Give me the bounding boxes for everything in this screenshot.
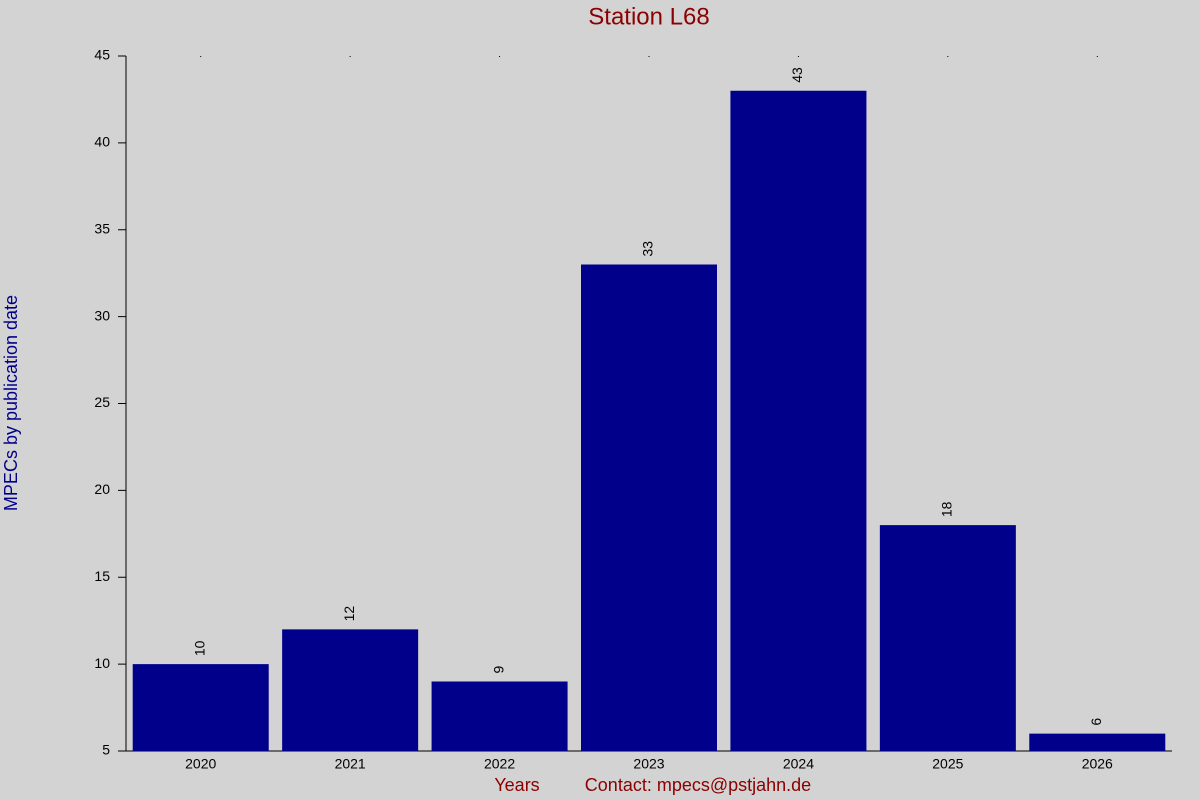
x-tick-label: 2025: [932, 756, 963, 772]
y-tick-label: 5: [102, 742, 110, 758]
x-axis-label: Years: [494, 775, 539, 795]
y-tick-label: 10: [94, 655, 110, 671]
x-tick-label: 2023: [633, 756, 664, 772]
y-tick-label: 20: [94, 481, 110, 497]
y-tick-label: 40: [94, 134, 110, 150]
bar: [431, 681, 568, 751]
chart-title: Station L68: [588, 3, 709, 30]
x-tick-label: 2020: [185, 756, 216, 772]
bar: [282, 629, 419, 751]
value-label: 6: [1088, 718, 1104, 726]
x-tick-label: 2021: [335, 756, 366, 772]
bar: [730, 90, 867, 751]
value-label: 12: [341, 606, 357, 622]
value-label: 43: [789, 67, 805, 83]
y-tick-label: 45: [94, 47, 110, 63]
y-tick-label: 35: [94, 220, 110, 236]
y-tick-label: 30: [94, 307, 110, 323]
bar: [132, 664, 269, 751]
value-label: 33: [640, 241, 656, 257]
x-tick-label: 2024: [783, 756, 814, 772]
value-label: 18: [939, 501, 955, 517]
value-label: 10: [191, 640, 207, 656]
bar: [879, 525, 1016, 751]
y-axis-label: MPECs by publication date: [1, 295, 21, 511]
y-tick-label: 15: [94, 568, 110, 584]
x-tick-label: 2026: [1082, 756, 1113, 772]
contact: Contact: mpecs@pstjahn.de: [585, 775, 811, 795]
bar: [1029, 733, 1166, 751]
y-tick-label: 25: [94, 394, 110, 410]
x-tick-label: 2022: [484, 756, 515, 772]
value-label: 9: [490, 666, 506, 674]
bar: [581, 264, 717, 751]
